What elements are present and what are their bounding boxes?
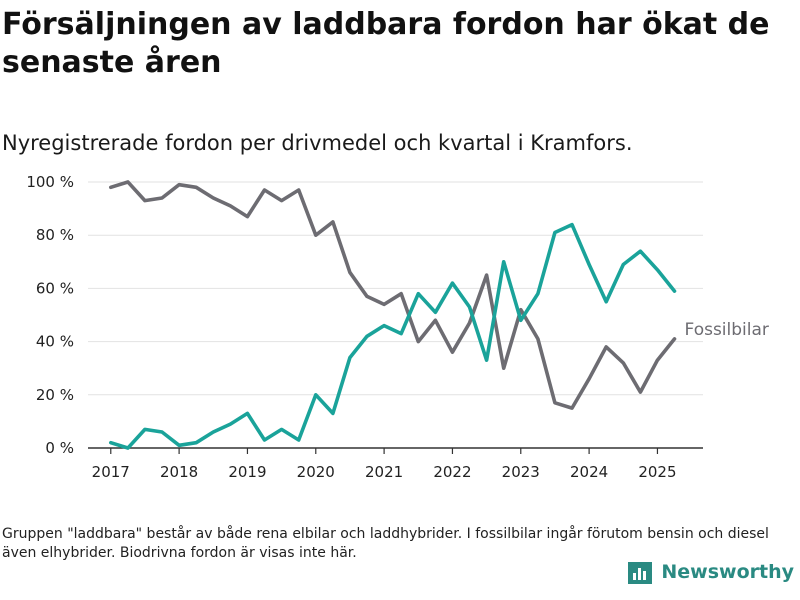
y-tick-label: 100 %: [26, 173, 74, 191]
x-tick-label: 2020: [297, 463, 335, 481]
line-chart: 0 % 20 % 40 % 60 % 80 % 100 % 2017 2018 2019 202…: [26, 173, 769, 481]
x-tick-label: 2021: [365, 463, 403, 481]
y-tick-label: 40 %: [36, 333, 74, 351]
series-label-fossilbilar: Fossilbilar: [685, 320, 769, 340]
series-lines: [109, 180, 677, 450]
x-tick-label: 2017: [92, 463, 130, 481]
y-axis: 0 % 20 % 40 % 60 % 80 % 100 %: [26, 173, 74, 457]
y-tick-label: 80 %: [36, 226, 74, 244]
newsworthy-logo-icon: [628, 562, 653, 584]
brand-logo: Newsworthy: [627, 558, 794, 586]
x-tick-label: 2022: [433, 463, 471, 481]
y-tick-label: 20 %: [36, 386, 74, 404]
series-labels: Fossilbilar: [685, 320, 769, 340]
y-tick-label: 0 %: [45, 439, 74, 457]
x-tick-label: 2023: [502, 463, 540, 481]
x-tick-label: 2025: [638, 463, 676, 481]
chart-title: Försäljningen av laddbara fordon har öka…: [2, 7, 770, 80]
footnote: Gruppen "laddbara" består av både rena e…: [2, 526, 769, 561]
gridlines: [88, 181, 703, 396]
series-line-fossilbilar: [109, 180, 677, 410]
x-axis: 2017 2018 2019 2020 2021 2022 2023 2024 2025: [88, 447, 703, 481]
x-tick-label: 2024: [570, 463, 608, 481]
brand-name: Newsworthy: [661, 561, 794, 583]
x-tick-label: 2019: [228, 463, 266, 481]
y-tick-label: 60 %: [36, 279, 74, 297]
series-line-laddbara: [109, 222, 677, 450]
chart-subtitle: Nyregistrerade fordon per drivmedel och …: [2, 131, 633, 155]
x-tick-label: 2018: [160, 463, 198, 481]
